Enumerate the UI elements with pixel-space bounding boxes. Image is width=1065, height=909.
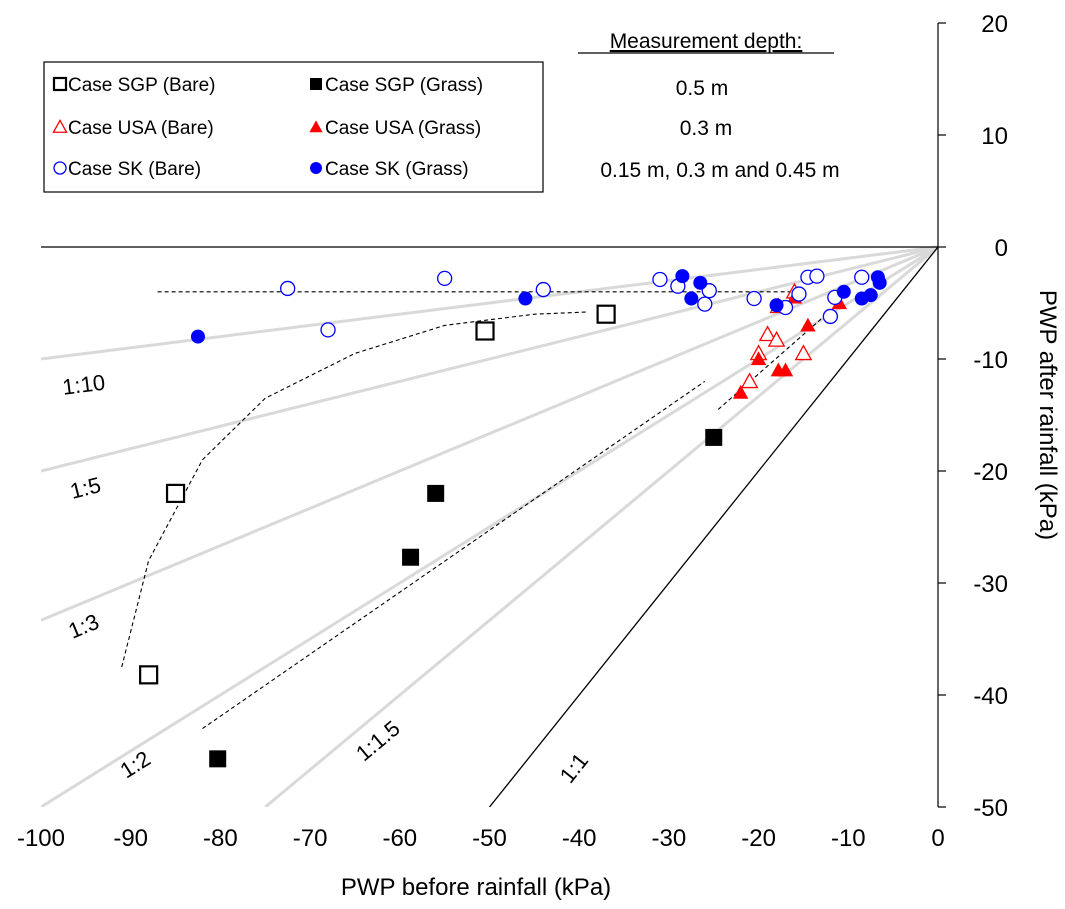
- legend-label-case-sgp-grass: Case SGP (Grass): [325, 75, 483, 96]
- point-case-sk-grass: [836, 284, 851, 299]
- point-case-sk-bare: [280, 280, 296, 297]
- legend: Case SGP (Bare) Case SGP (Grass) Case USA …: [43, 30, 840, 193]
- y-tick-label: -20: [973, 459, 1008, 486]
- point-case-sk-bare: [791, 286, 807, 302]
- point-case-sk-bare: [652, 271, 668, 288]
- ratio-label-1-10: 1:10: [61, 370, 107, 400]
- point-case-sk-bare: [697, 296, 713, 312]
- point-case-sgp-grass: [402, 548, 420, 566]
- x-axis-label: PWP before rainfall (kPa): [341, 874, 611, 901]
- x-tick-label: -90: [113, 825, 148, 852]
- point-case-usa-grass: [750, 351, 767, 366]
- ratio-label-1-1-5: 1:1.5: [351, 716, 405, 767]
- point-case-sgp-bare: [596, 304, 616, 324]
- point-case-sk-grass: [872, 275, 887, 290]
- x-tick-label: -20: [741, 825, 776, 852]
- legend-label-case-usa-grass: Case USA (Grass): [325, 118, 481, 139]
- point-case-usa-bare: [767, 330, 786, 347]
- point-case-sk-bare: [822, 308, 839, 325]
- x-tick-label: -50: [472, 825, 507, 852]
- trend-line-2: [121, 311, 589, 668]
- point-case-sk-grass: [863, 288, 878, 303]
- point-case-sgp-bare: [165, 483, 186, 503]
- x-tick-labels: -100 -90 -80 -70 -60 -50 -40 -30 -20 -10 0: [17, 825, 945, 852]
- ratio-line-1-1: [488, 246, 938, 807]
- point-case-sgp-grass: [209, 750, 227, 768]
- point-case-sk-grass: [684, 291, 699, 306]
- legend-label-case-sgp-bare: Case SGP (Bare): [68, 75, 215, 96]
- legend-depth-sk: 0.15 m, 0.3 m and 0.45 m: [600, 159, 839, 182]
- ratio-line-1-5: [41, 245, 938, 473]
- point-case-sgp-bare: [475, 321, 495, 341]
- point-case-sgp-grass: [705, 428, 723, 446]
- legend-items: Case SGP (Bare) Case SGP (Grass) Case USA …: [52, 75, 483, 180]
- legend-marker-case-sgp-bare: [52, 76, 68, 92]
- point-case-usa-grass: [800, 317, 816, 332]
- y-tick-label: -10: [973, 347, 1008, 374]
- legend-marker-case-sk-bare: [53, 161, 67, 175]
- x-tick-label: -100: [17, 825, 65, 852]
- point-case-sk-grass: [675, 269, 690, 284]
- y-tick-label: -40: [973, 683, 1008, 710]
- trend-line-3: [202, 380, 706, 730]
- ratio-line-1-10: [41, 245, 938, 361]
- ratio-line-1-1-5: [264, 245, 938, 807]
- point-case-sk-grass: [693, 275, 708, 290]
- x-tick-label: -80: [203, 825, 238, 852]
- point-case-sk-bare: [809, 268, 825, 284]
- legend-depth-header: Measurement depth:: [610, 30, 803, 53]
- legend-depth-sgp: 0.5 m: [676, 77, 729, 100]
- trend-line-4: [717, 302, 840, 410]
- legend-marker-case-usa-grass: [309, 120, 323, 133]
- point-case-usa-grass: [732, 384, 749, 399]
- point-case-usa-grass: [777, 362, 794, 377]
- legend-depth-usa: 0.3 m: [680, 117, 733, 140]
- point-case-sk-bare: [320, 322, 336, 338]
- ratio-label-1-1: 1:1: [555, 748, 594, 788]
- data-points: [139, 268, 887, 768]
- y-tick-label: -50: [973, 795, 1008, 822]
- legend-marker-case-usa-bare: [52, 119, 68, 133]
- point-case-sk-bare: [436, 270, 453, 287]
- y-tick-label: 0: [995, 235, 1008, 262]
- x-tick-label: -10: [831, 825, 866, 852]
- point-case-sgp-bare: [139, 665, 159, 685]
- x-tick-label: -40: [562, 825, 597, 852]
- y-axis: 20 10 0 -10 -20 -30 -40 -50: [937, 11, 1008, 822]
- point-case-sk-grass: [769, 298, 784, 313]
- x-tick-label: 0: [931, 825, 944, 852]
- y-tick-label: 20: [981, 11, 1008, 38]
- legend-label-case-usa-bare: Case USA (Bare): [68, 118, 214, 139]
- y-axis-label: PWP after rainfall (kPa): [1034, 290, 1061, 540]
- y-tick-label: 10: [981, 123, 1008, 150]
- legend-box: [43, 61, 544, 193]
- point-case-usa-bare: [794, 344, 813, 361]
- legend-marker-case-sk-grass: [310, 162, 322, 174]
- legend-marker-case-sgp-grass: [310, 78, 322, 90]
- ratio-line-1-2: [41, 245, 938, 807]
- point-case-sk-bare: [535, 281, 551, 298]
- ratio-label-1-2: 1:2: [116, 746, 155, 783]
- point-case-sk-bare: [854, 269, 870, 285]
- ratio-label-1-5: 1:5: [68, 472, 104, 504]
- y-tick-label: -30: [973, 571, 1008, 598]
- ratio-label-1-3: 1:3: [65, 609, 103, 644]
- trend-lines: [121, 291, 840, 730]
- point-case-sk-grass: [190, 329, 205, 344]
- x-tick-label: -30: [652, 825, 687, 852]
- point-case-usa-bare: [758, 325, 777, 342]
- point-case-usa-bare: [740, 372, 759, 389]
- x-tick-label: -70: [293, 825, 328, 852]
- legend-label-case-sk-bare: Case SK (Bare): [68, 159, 201, 180]
- point-case-sk-grass: [518, 291, 533, 306]
- point-case-sk-bare: [746, 290, 762, 307]
- legend-label-case-sk-grass: Case SK (Grass): [325, 159, 469, 180]
- point-case-sgp-grass: [427, 484, 445, 502]
- ratio-guide-lines: [41, 245, 938, 807]
- x-tick-label: -60: [382, 825, 417, 852]
